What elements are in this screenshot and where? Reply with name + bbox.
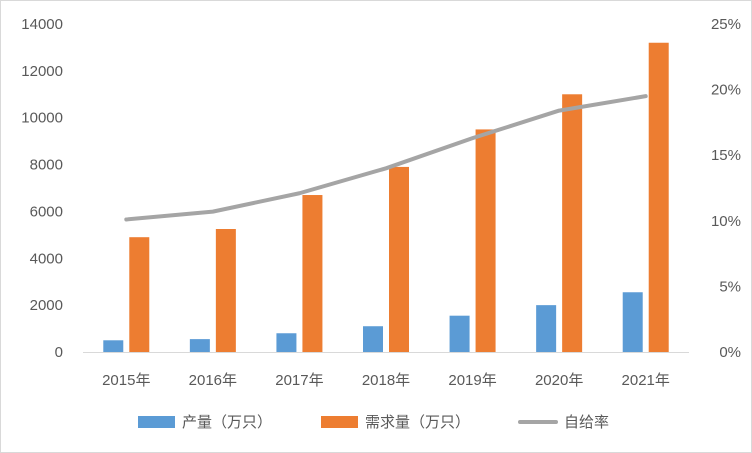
right-axis-tick-label: 0% [719,344,741,361]
right-axis-tick-label: 25% [711,16,741,33]
bar-demand [302,195,323,352]
right-axis-tick-label: 10% [711,213,741,230]
bar-production [189,339,210,352]
bar-demand [389,166,409,352]
x-axis-tick-label: 2018年 [362,372,410,389]
right-axis-tick-label: 20% [711,82,741,99]
bar-demand [562,94,583,353]
right-axis-tick-label: 5% [719,278,741,295]
bar-production [103,340,124,352]
left-axis-tick-label: 4000 [30,250,63,267]
right-axis-tick-label: 15% [711,147,741,164]
legend-demand-swatch [321,416,358,428]
legend-production-swatch [138,416,175,428]
x-axis-tick-label: 2021年 [622,372,670,389]
x-axis-tick-label: 2017年 [275,372,323,389]
bar-production [276,333,297,352]
bar-production [622,292,643,352]
x-axis-tick-label: 2019年 [448,372,496,389]
left-axis-tick-label: 14000 [21,16,63,33]
left-axis-tick-label: 2000 [30,297,63,314]
bar-demand [475,129,496,352]
left-axis-tick-label: 0 [55,344,63,361]
legend-self-sufficiency-label: 自给率 [564,414,609,431]
legend-demand-label: 需求量（万只） [365,414,470,431]
bar-production [363,326,383,352]
left-axis-tick-label: 6000 [30,203,63,220]
legend-production-label: 产量（万只） [182,414,272,431]
left-axis-tick-label: 12000 [21,63,63,80]
left-axis-tick-label: 8000 [30,157,63,174]
x-axis-tick-label: 2020年 [535,372,583,389]
bar-demand [129,237,150,352]
left-axis-tick-label: 10000 [21,110,63,127]
bar-production [449,315,470,352]
x-axis-tick-label: 2015年 [102,372,150,389]
bar-production [536,305,557,352]
bar-demand [215,229,236,352]
bar-demand [648,42,669,352]
x-axis-tick-label: 2016年 [189,372,237,389]
